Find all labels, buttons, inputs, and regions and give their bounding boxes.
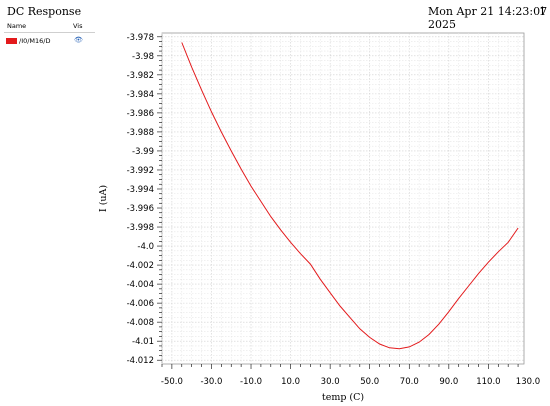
y-tick-label: -4.01: [132, 337, 154, 347]
legend-item-name: /I0/M16/D: [19, 37, 51, 45]
x-tick-label: -30.0: [200, 377, 222, 387]
y-tick-label: -3.988: [127, 128, 154, 138]
y-tick-label: -3.99: [132, 147, 154, 157]
legend-col-name: Name: [7, 22, 27, 30]
y-tick-label: -3.992: [127, 166, 154, 176]
y-tick-label: -3.978: [127, 33, 154, 43]
y-tick-label: -3.986: [127, 109, 154, 119]
y-tick-label: -4.002: [127, 261, 154, 271]
x-tick-label: 10.0: [281, 377, 300, 387]
timestamp-line1: Mon Apr 21 14:23:07: [428, 5, 548, 18]
y-tick-label: -3.984: [127, 90, 154, 100]
legend-header: Name Vis: [4, 22, 95, 33]
y-tick-label: -3.98: [132, 52, 154, 62]
x-tick-label: 50.0: [360, 377, 379, 387]
y-axis: -3.978 -3.98 -3.982 -3.984 -3.986 -3.988 -3.99…: [127, 33, 162, 366]
series-line: [181, 42, 519, 350]
x-tick-label: 30.0: [321, 377, 340, 387]
y-axis-label: I (uA): [98, 185, 109, 212]
page-number: 1: [539, 5, 546, 18]
y-tick-label: -4.004: [127, 280, 154, 290]
chart-title: DC Response: [7, 5, 82, 18]
y-tick-label: -3.998: [127, 223, 154, 233]
y-tick-label: -4.008: [127, 318, 154, 328]
timestamp: Mon Apr 21 14:23:07 2025: [428, 5, 547, 31]
y-tick-label: -3.982: [127, 71, 154, 81]
x-tick-label: 110.0: [476, 377, 500, 387]
y-tick-label: -3.994: [127, 185, 154, 195]
x-axis: -50.0 -30.0 -10.0 10.0 30.0 50.0 70.0 90.0 110.0…: [161, 364, 540, 387]
legend-col-vis: Vis: [73, 22, 83, 30]
x-tick-label: 130.0: [516, 377, 540, 387]
grid: [161, 33, 524, 364]
y-tick-label: -3.996: [127, 204, 154, 214]
y-tick-label: -4.0: [137, 242, 154, 252]
x-axis-label: temp (C): [322, 392, 364, 403]
legend-item[interactable]: /I0/M16/D 👁: [4, 36, 95, 46]
eye-icon[interactable]: 👁: [74, 36, 83, 44]
series-group: [181, 42, 519, 350]
y-tick-label: -4.006: [127, 299, 154, 309]
legend-swatch: [6, 38, 17, 44]
timestamp-line2: 2025: [428, 18, 456, 31]
x-tick-label: 90.0: [439, 377, 458, 387]
x-tick-label: -10.0: [240, 377, 262, 387]
x-tick-label: -50.0: [161, 377, 183, 387]
y-tick-label: -4.012: [127, 356, 154, 366]
x-tick-label: 70.0: [400, 377, 419, 387]
